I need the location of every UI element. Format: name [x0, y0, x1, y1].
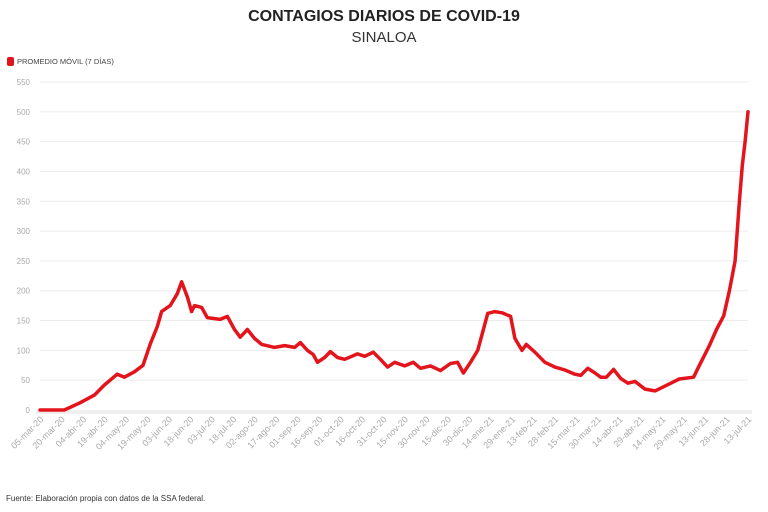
y-tick-label: 100: [17, 346, 31, 355]
y-tick-label: 500: [17, 108, 31, 117]
y-tick-label: 150: [17, 317, 31, 326]
y-tick-label: 50: [21, 376, 30, 385]
legend: PROMEDIO MÓVIL (7 DÍAS): [7, 57, 114, 66]
y-tick-label: 400: [17, 167, 31, 176]
y-tick-label: 250: [17, 257, 31, 266]
source-note: Fuente: Elaboración propia con datos de …: [6, 494, 206, 503]
chart-subtitle: SINALOA: [351, 29, 417, 46]
legend-label: PROMEDIO MÓVIL (7 DÍAS): [17, 57, 114, 66]
y-tick-label: 450: [17, 138, 31, 147]
x-axis-band: [36, 410, 752, 414]
y-tick-label: 200: [17, 287, 31, 296]
y-tick-label: 350: [17, 197, 31, 206]
chart-title: CONTAGIOS DIARIOS DE COVID-19: [248, 8, 520, 25]
y-tick-label: 550: [17, 78, 31, 87]
legend-swatch: [7, 57, 14, 66]
series-line: [38, 110, 750, 412]
y-tick-label: 300: [17, 227, 31, 236]
y-tick-label: 0: [26, 406, 31, 415]
